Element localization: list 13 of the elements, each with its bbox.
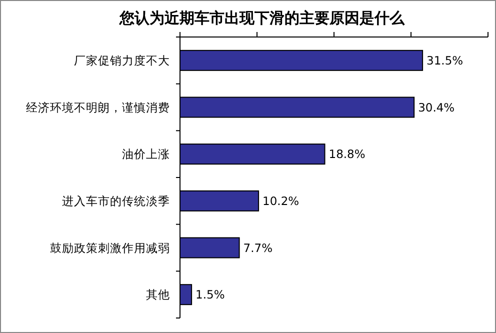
data-label: 10.2% — [262, 194, 300, 208]
y-tick-label: 厂家促销力度不大 — [74, 53, 170, 68]
data-label: 1.5% — [196, 288, 225, 302]
y-tick-label: 油价上涨 — [122, 147, 170, 162]
chart-title: 您认为近期车市出现下滑的主要原因是什么 — [118, 9, 406, 27]
data-label: 18.8% — [328, 147, 366, 162]
y-tick-label: 进入车市的传统淡季 — [62, 194, 170, 208]
data-label: 30.4% — [418, 100, 455, 114]
y-tick-label: 鼓励政策刺激作用减弱 — [50, 240, 170, 255]
data-label: 31.5% — [426, 53, 464, 68]
data-label: 7.7% — [243, 240, 273, 255]
y-tick-label: 其他 — [146, 288, 170, 302]
y-tick-label: 经济环境不明朗，谨慎消费 — [26, 100, 170, 114]
